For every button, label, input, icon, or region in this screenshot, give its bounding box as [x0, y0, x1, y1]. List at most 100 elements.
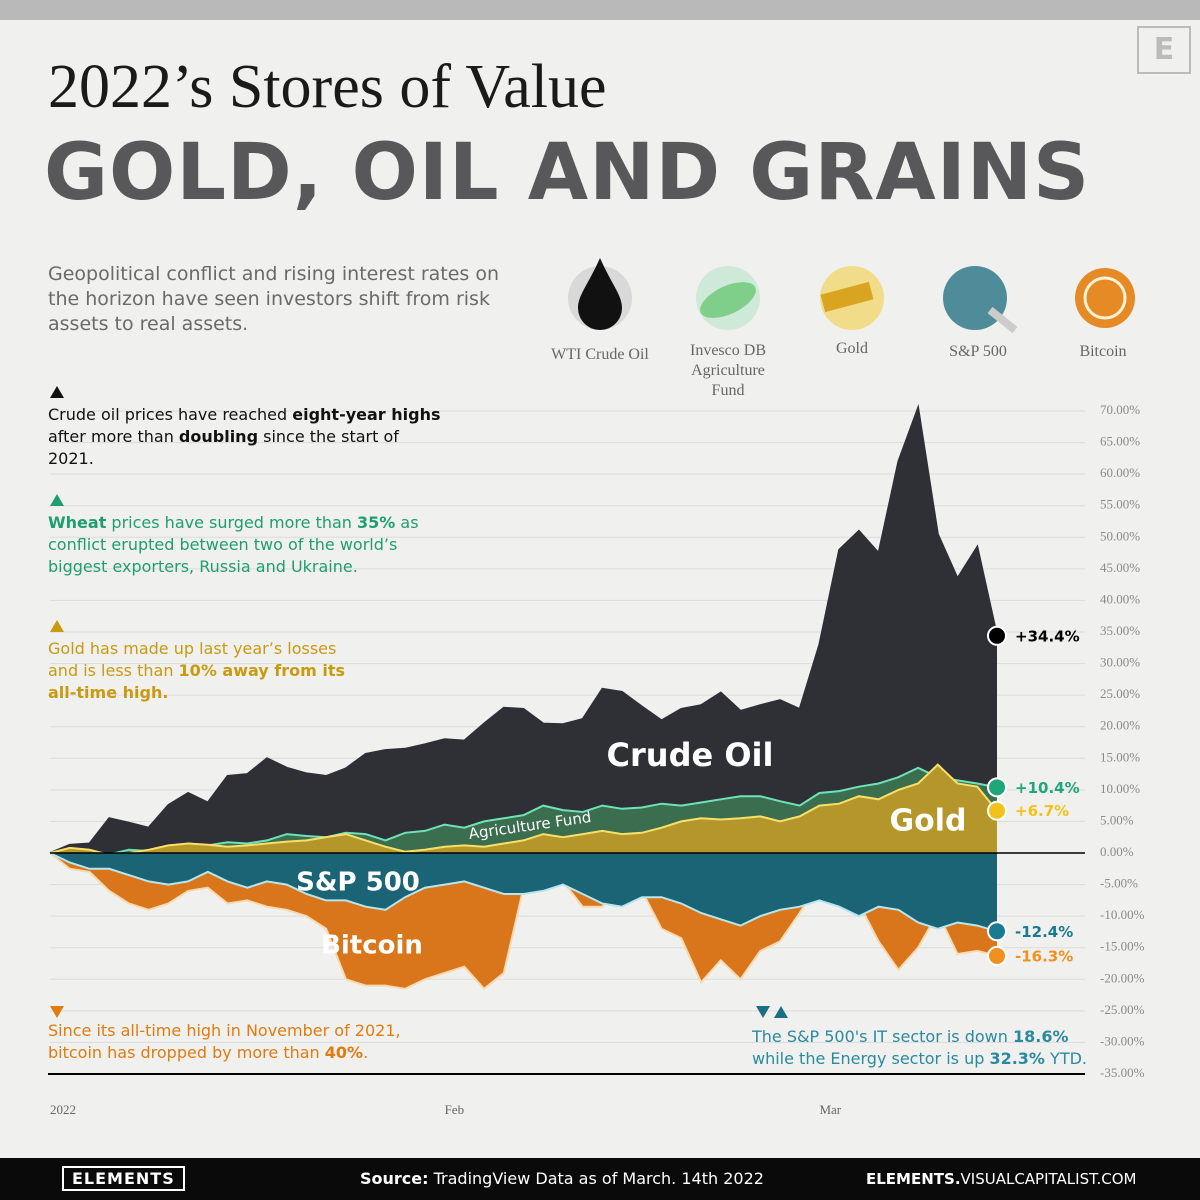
y-tick-label: 40.00% — [1100, 591, 1140, 606]
y-tick-label: 0.00% — [1100, 844, 1134, 859]
annotation-bold: 10% away from its all-time high. — [48, 661, 346, 702]
chart: 70.00% 65.00% 60.00% 55.00% 50.00% 45.00% 40.0… — [48, 402, 1145, 1117]
y-tick-label: 45.00% — [1100, 560, 1140, 575]
footer: ELEMENTS Source: TradingView Data as of … — [0, 1158, 1200, 1200]
annotation-text: since the start of 2021. — [48, 427, 399, 468]
annotation-bold: 32.3% — [989, 1049, 1045, 1068]
y-tick-label: -20.00% — [1100, 970, 1145, 985]
end-marker — [987, 625, 1007, 646]
annotation-text: after more than — [48, 427, 179, 446]
annotation: Wheat prices have surged more than 35% a… — [48, 512, 428, 578]
y-tick-label: -5.00% — [1100, 876, 1138, 891]
annotation-text: Since its all-time high in November of 2… — [48, 1021, 401, 1062]
footer-site: ELEMENTS.VISUALCAPITALIST.COM — [866, 1170, 1136, 1188]
legend-label: Bitcoin — [1079, 343, 1127, 360]
gold-icon — [820, 281, 874, 313]
end-label: +10.4% — [1015, 779, 1080, 797]
legend-label: WTI Crude Oil — [551, 346, 649, 363]
oil-icon — [578, 258, 622, 330]
y-tick-label: 35.00% — [1100, 623, 1140, 638]
x-tick-label: Mar — [819, 1102, 841, 1117]
y-tick-label: -15.00% — [1100, 939, 1145, 954]
subtitle: Geopolitical conflict and rising interes… — [48, 263, 500, 335]
x-tick-label: 2022 — [50, 1102, 76, 1117]
site-bold: ELEMENTS. — [866, 1170, 961, 1188]
annotation: Since its all-time high in November of 2… — [48, 1020, 428, 1064]
annotation-bold: eight-year highs — [292, 405, 441, 424]
site: VISUALCAPITALIST.COM — [960, 1170, 1137, 1188]
annotation-text: while the Energy sector is up — [752, 1049, 990, 1068]
source: TradingView Data as of March. 14th 2022 — [433, 1169, 764, 1188]
end-label: -16.3% — [1015, 947, 1073, 965]
y-tick-label: 10.00% — [1100, 781, 1140, 796]
series-label: S&P 500 — [296, 868, 420, 898]
line — [49, 403, 998, 854]
y-tick-label: 70.00% — [1100, 402, 1140, 417]
annotation-text: Gold has made up last year’s losses and … — [48, 639, 337, 680]
magnifier — [987, 306, 1018, 334]
y-tick-label: 55.00% — [1100, 497, 1140, 512]
area — [50, 853, 997, 932]
area — [50, 407, 997, 853]
y-tick-label: -35.00% — [1100, 1065, 1145, 1080]
annotation-text: . — [363, 1043, 369, 1062]
headline: GOLD, OIL AND GRAINS — [44, 128, 1091, 218]
line — [49, 852, 998, 933]
y-tick-label: 60.00% — [1100, 465, 1140, 480]
x-tick-label: Feb — [445, 1102, 465, 1117]
marker-up — [50, 386, 64, 398]
end-label: -12.4% — [1015, 923, 1073, 941]
annotation-text: The S&P 500's IT sector is down — [752, 1027, 1013, 1046]
annotation: The S&P 500's IT sector is down 18.6% wh… — [752, 1026, 1092, 1070]
annotation-bold: 40% — [324, 1043, 364, 1062]
y-tick-label: -10.00% — [1100, 907, 1145, 922]
marker-up — [50, 620, 64, 632]
annotation: Gold has made up last year’s losses and … — [48, 638, 348, 704]
footer-source: Source: TradingView Data as of March. 14… — [360, 1169, 764, 1188]
marker-down — [50, 1006, 64, 1018]
annotation-text: Crude oil prices have reached — [48, 405, 293, 424]
y-tick-label: -30.00% — [1100, 1033, 1145, 1048]
series-label: Bitcoin — [321, 931, 423, 961]
y-tick-label: 65.00% — [1100, 434, 1140, 449]
top-bar — [0, 0, 1200, 20]
y-tick-label: 5.00% — [1100, 812, 1134, 827]
y-tick-label: 30.00% — [1100, 655, 1140, 670]
source-label: Source: — [360, 1169, 429, 1188]
annotation-text: YTD. — [1044, 1049, 1088, 1068]
logo: E — [1137, 26, 1191, 74]
annotation-text: prices have surged more than — [106, 513, 358, 532]
end-label: +34.4% — [1015, 627, 1080, 645]
annotation-bold: Wheat — [48, 513, 107, 532]
marker-up — [774, 1006, 788, 1018]
series-label: Crude Oil — [607, 736, 774, 774]
legend-label: Invesco DB Agriculture Fund — [690, 342, 766, 399]
y-tick-label: 25.00% — [1100, 686, 1140, 701]
marker-up — [50, 494, 64, 506]
annotation-bold: 18.6% — [1012, 1027, 1069, 1046]
annotation: Crude oil prices have reached eight-year… — [48, 404, 448, 470]
annotation-bold: doubling — [178, 427, 259, 446]
marker-down — [756, 1006, 770, 1018]
y-tick-label: 15.00% — [1100, 749, 1140, 764]
legend-label: S&P 500 — [949, 343, 1007, 360]
line — [49, 763, 998, 856]
end-marker — [987, 800, 1007, 821]
annotation-bold: 35% — [357, 513, 396, 532]
area — [50, 764, 997, 855]
end-label: +6.7% — [1015, 802, 1069, 820]
grain-icon — [700, 282, 756, 318]
icons — [568, 258, 1135, 334]
legend-label: Gold — [836, 340, 868, 357]
btc-ring — [1083, 276, 1127, 320]
y-tick-label: 20.00% — [1100, 718, 1140, 733]
series-label: Gold — [890, 804, 967, 839]
y-tick-label: 50.00% — [1100, 528, 1140, 543]
end-marker — [987, 921, 1007, 942]
annotation-text: as conflict erupted between two of the w… — [48, 513, 419, 576]
end-marker — [987, 945, 1007, 966]
y-tick-label: -25.00% — [1100, 1002, 1145, 1017]
title: 2022’s Stores of Value — [48, 53, 607, 121]
annotation-markers — [50, 386, 788, 1018]
